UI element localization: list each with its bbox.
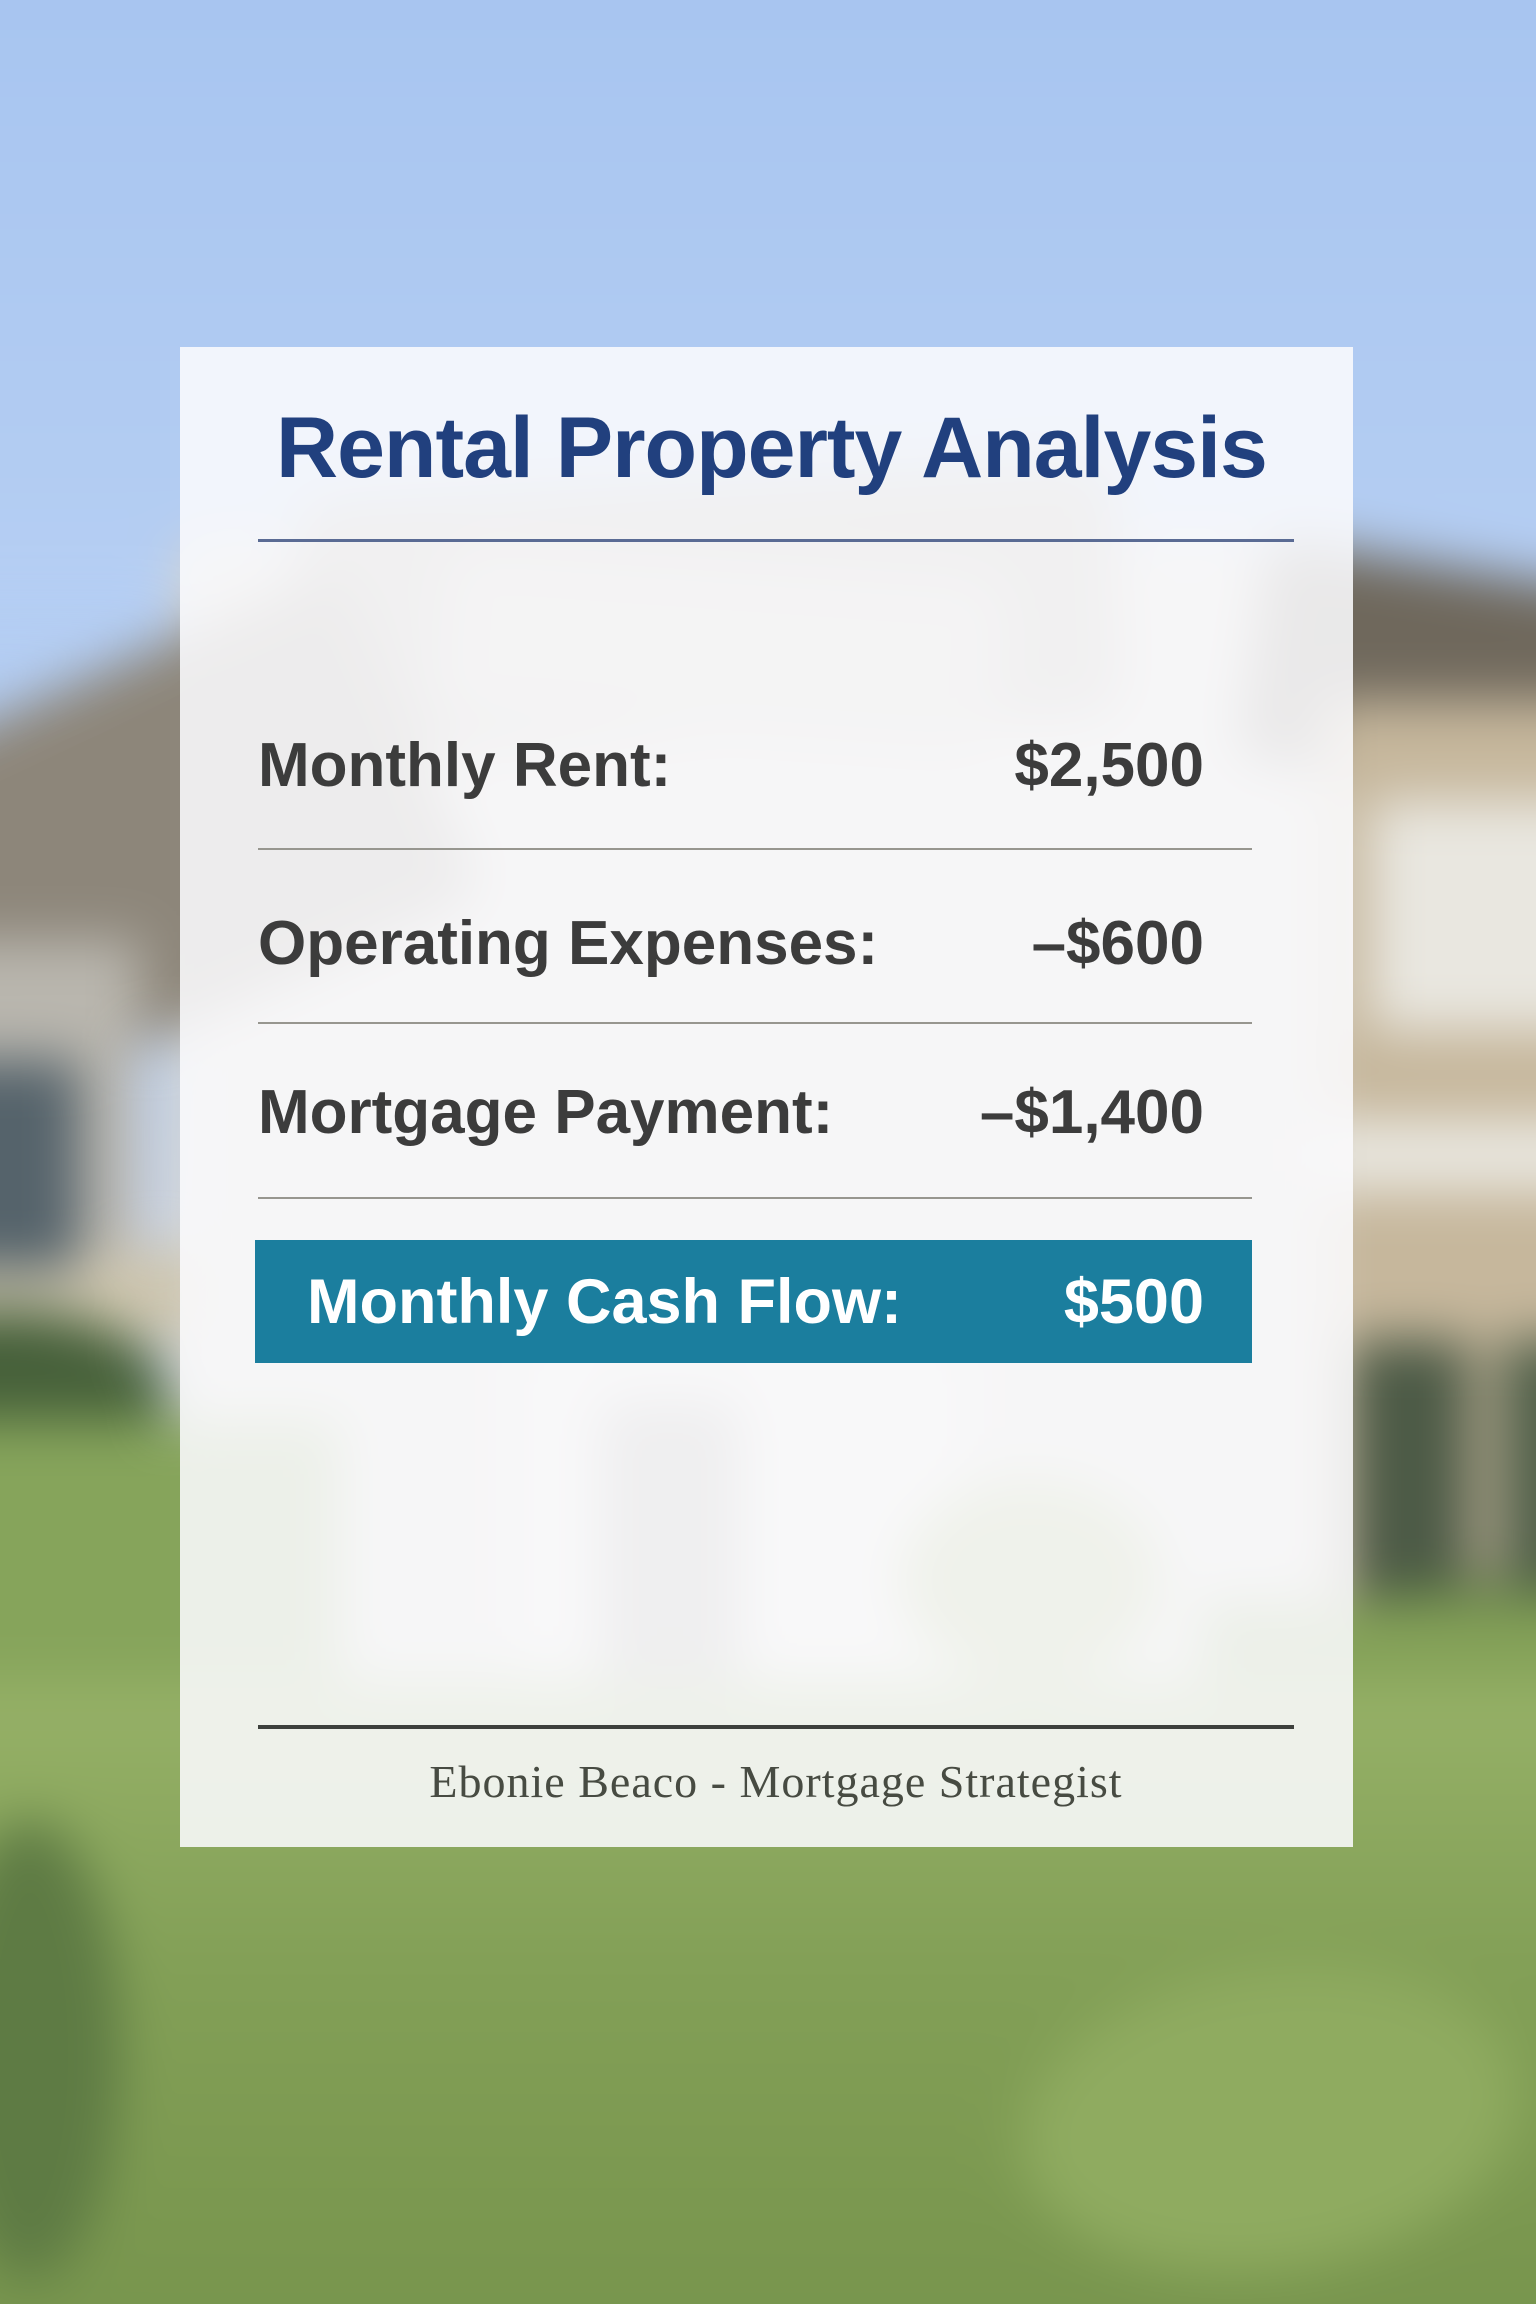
title-underline	[258, 539, 1294, 542]
left-window	[0, 1060, 80, 1270]
rental-analysis-card: Rental Property Analysis Monthly Rent: $…	[180, 347, 1353, 1847]
card-title: Rental Property Analysis	[276, 400, 1268, 496]
footer-byline: Ebonie Beaco - Mortgage Strategist	[429, 1756, 1123, 1807]
right-dormer-window	[1370, 800, 1536, 1030]
row-label: Monthly Rent:	[258, 730, 672, 800]
row-label: Mortgage Payment:	[258, 1077, 834, 1147]
right-window-2	[1500, 1340, 1536, 1600]
table-row-mortgage-payment: Mortgage Payment: –$1,400	[258, 1064, 1252, 1160]
monthly-cash-flow-banner: Monthly Cash Flow: $500	[255, 1240, 1252, 1363]
table-row-monthly-rent: Monthly Rent: $2,500	[258, 717, 1252, 813]
row-divider	[258, 848, 1252, 850]
row-value: –$1,400	[979, 1077, 1204, 1147]
row-value: $2,500	[1014, 730, 1204, 800]
table-row-operating-expenses: Operating Expenses: –$600	[258, 895, 1252, 991]
banner-value: $500	[1063, 1266, 1204, 1337]
banner-label: Monthly Cash Flow:	[307, 1266, 902, 1337]
footer-divider	[258, 1725, 1294, 1729]
right-window-1	[1350, 1340, 1470, 1600]
row-divider	[258, 1197, 1252, 1199]
row-value: –$600	[1031, 908, 1204, 978]
right-trim-band	[1320, 1120, 1536, 1190]
row-divider	[258, 1022, 1252, 1024]
row-label: Operating Expenses:	[258, 908, 879, 978]
